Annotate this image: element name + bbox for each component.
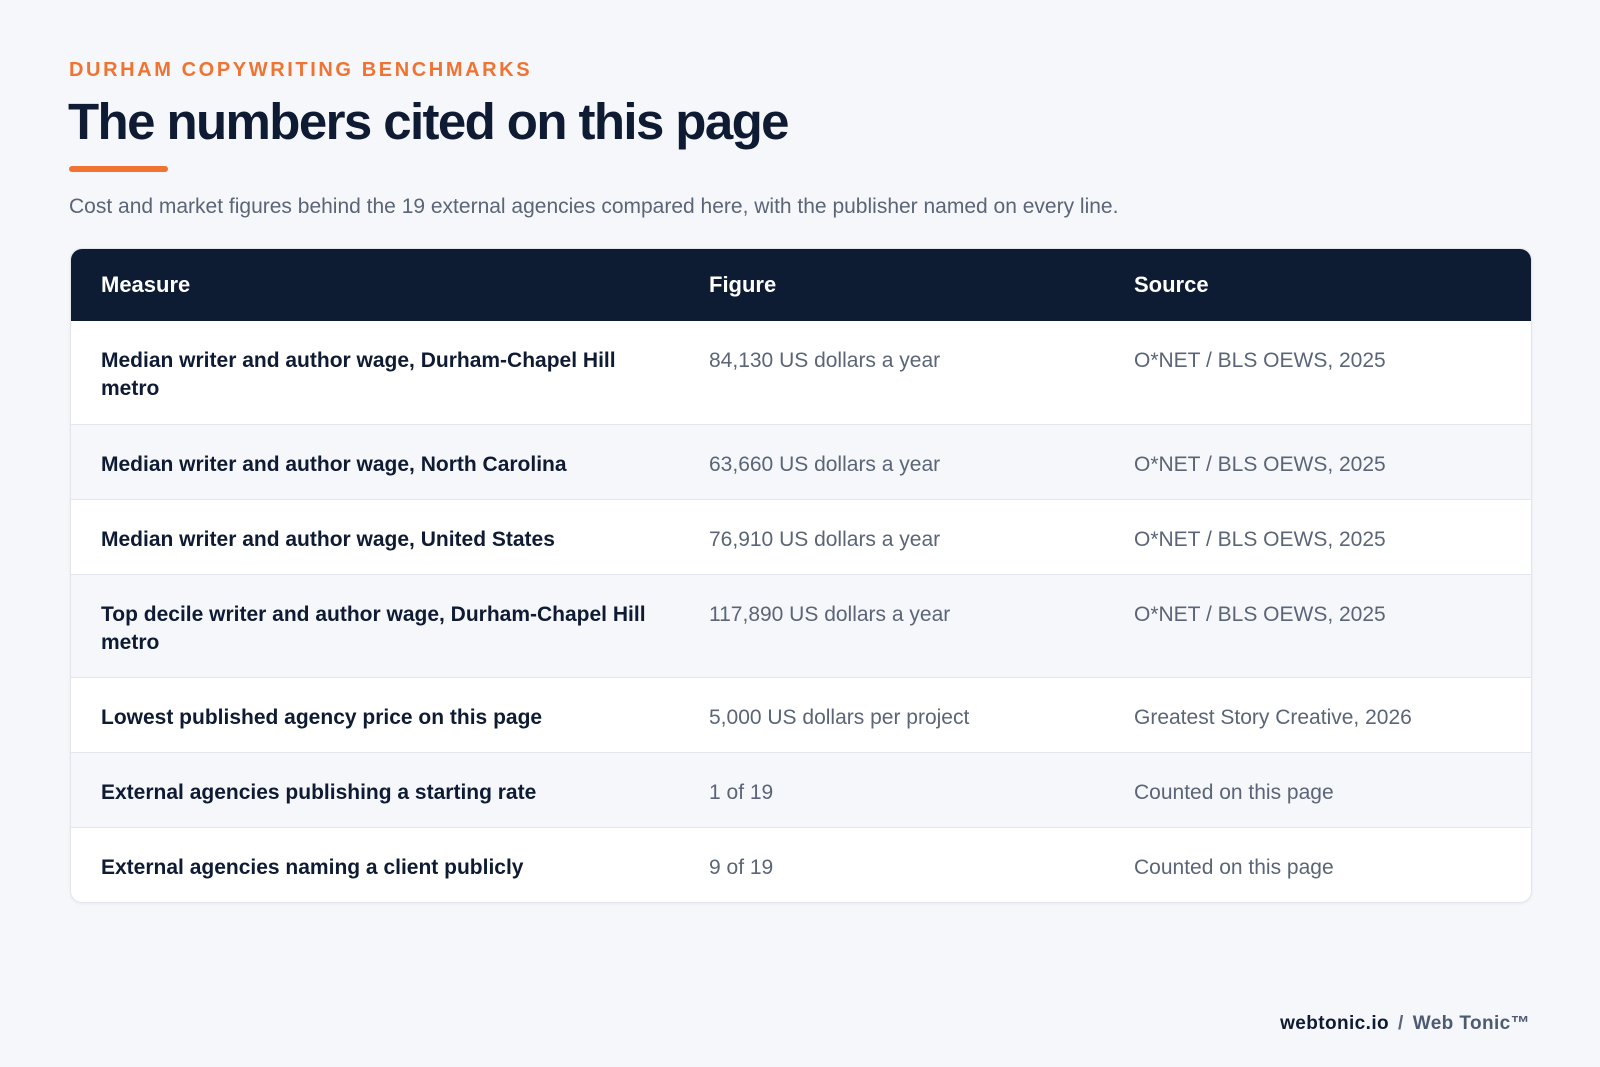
source-cell: Counted on this page [1104, 751, 1531, 827]
measure-cell: Top decile writer and author wage, Durha… [71, 573, 679, 677]
footer-brand: Web Tonic™ [1412, 1013, 1530, 1034]
figure-cell: 117,890 US dollars a year [679, 573, 1104, 677]
measure-cell: Median writer and author wage, North Car… [71, 423, 679, 499]
figure-cell: 84,130 US dollars a year [709, 349, 941, 372]
measure-cell: Lowest published agency price on this pa… [71, 676, 679, 752]
table-row: Lowest published agency price on this pa… [71, 676, 1531, 752]
benchmarks-table: Measure Figure Source Median writer and … [71, 249, 1531, 902]
column-header-figure: Figure [679, 249, 1104, 321]
page-title: The numbers cited on this page [68, 93, 790, 150]
figure-cell: 1 of 19 [679, 751, 1104, 827]
table-row: Median writer and author wage, North Car… [71, 423, 1531, 499]
source-cell: Greatest Story Creative, 2026 [1104, 676, 1531, 752]
table-row: Top decile writer and author wage, Durha… [71, 573, 1531, 677]
figure-cell: 63,660 US dollars a year [679, 423, 1104, 499]
title-underline-accent [69, 166, 168, 172]
column-header-measure: Measure [71, 249, 679, 321]
footer-attribution: webtonic.io / Web Tonic™ [1280, 1013, 1530, 1035]
benchmarks-table-card: Measure Figure Source Median writer and … [70, 248, 1532, 903]
measure-cell: External agencies publishing a starting … [71, 751, 679, 827]
table-row: Median writer and author wage, Durham-Ch… [71, 321, 1531, 424]
measure-cell: Median writer and author wage, United St… [71, 498, 679, 574]
table-row: External agencies naming a client public… [71, 826, 1531, 902]
footer-separator: / [1398, 1013, 1404, 1034]
footer-domain: webtonic.io [1280, 1013, 1390, 1034]
source-cell: O*NET / BLS OEWS, 2025 [1134, 349, 1386, 372]
source-cell: Counted on this page [1104, 826, 1531, 902]
figure-cell: 76,910 US dollars a year [679, 498, 1104, 574]
table-row: External agencies publishing a starting … [71, 751, 1531, 827]
column-header-source: Source [1104, 249, 1531, 321]
source-cell: O*NET / BLS OEWS, 2025 [1104, 498, 1531, 574]
figure-cell: 5,000 US dollars per project [679, 676, 1104, 752]
table-row: Median writer and author wage, United St… [71, 498, 1531, 574]
table-header: Measure Figure Source [71, 249, 1531, 321]
source-cell: O*NET / BLS OEWS, 2025 [1104, 573, 1531, 677]
table-header-row: Measure Figure Source [71, 249, 1531, 321]
source-cell: O*NET / BLS OEWS, 2025 [1104, 423, 1531, 499]
measure-cell: Median writer and author wage, Durham-Ch… [101, 349, 616, 400]
table-body: Median writer and author wage, Durham-Ch… [71, 321, 1531, 902]
measure-cell: External agencies naming a client public… [71, 826, 679, 902]
eyebrow-label: DURHAM COPYWRITING BENCHMARKS [69, 59, 533, 81]
page-description: Cost and market figures behind the 19 ex… [69, 195, 1119, 218]
figure-cell: 9 of 19 [679, 826, 1104, 902]
